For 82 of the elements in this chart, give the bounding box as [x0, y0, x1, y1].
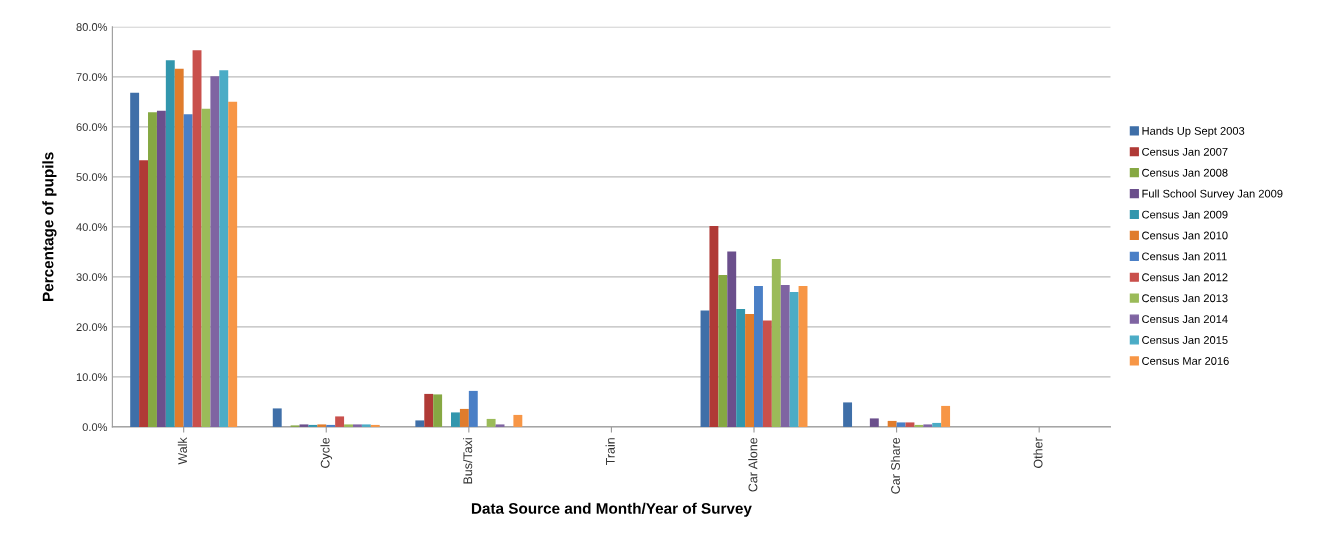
bar	[745, 313, 755, 427]
legend-label: Census Jan 2009	[1142, 210, 1228, 219]
legend-label: Census Mar 2016	[1142, 357, 1229, 365]
y-tick-label: 60.0%	[76, 123, 108, 131]
bar	[183, 114, 193, 427]
legend-label: Census Jan 2007	[1142, 147, 1228, 156]
bar	[192, 50, 202, 427]
x-axis-title: Data Source and Month/Year of Survey	[471, 502, 752, 517]
y-tick-label: 10.0%	[76, 373, 108, 382]
bar	[219, 70, 229, 427]
bar	[352, 424, 362, 427]
bar	[326, 424, 336, 427]
x-tick-label: Bus/Taxi	[463, 438, 473, 484]
bar	[709, 225, 719, 427]
y-tick-label: 20.0%	[76, 323, 108, 332]
y-tick-label: 70.0%	[76, 73, 108, 81]
bar	[869, 418, 879, 427]
bar	[941, 405, 951, 427]
y-axis-title: Percentage of pupils	[42, 152, 57, 301]
bar	[762, 320, 772, 427]
y-tick-label: 0.0%	[82, 423, 108, 432]
bar	[174, 68, 184, 427]
bar	[932, 422, 942, 427]
bar	[727, 251, 737, 427]
bar	[308, 424, 318, 427]
legend-label: Census Jan 2010	[1142, 231, 1228, 240]
legend-label: Census Jan 2008	[1142, 168, 1228, 177]
bar	[718, 274, 728, 427]
bar	[789, 291, 799, 427]
bar	[228, 101, 238, 427]
legend-label: Census Jan 2013	[1142, 294, 1228, 303]
legend-label: Hands Up Sept 2003	[1142, 126, 1245, 138]
x-tick-label: Other	[1033, 437, 1043, 468]
legend-label: Census Jan 2012	[1142, 273, 1228, 282]
bar	[700, 310, 710, 427]
y-tick-label: 80.0%	[76, 23, 108, 31]
bar	[299, 424, 309, 427]
bar	[361, 424, 371, 427]
bar	[495, 424, 505, 427]
bar	[468, 390, 478, 427]
bar	[201, 108, 211, 427]
bar	[736, 308, 746, 427]
bar	[887, 420, 897, 427]
bar	[896, 422, 906, 427]
bar	[486, 418, 496, 427]
bar	[335, 416, 345, 427]
bar	[210, 76, 220, 427]
bar	[156, 110, 166, 427]
bar	[905, 422, 915, 427]
legend-label: Census Jan 2015	[1142, 336, 1228, 344]
bar	[914, 424, 924, 427]
bar	[139, 160, 149, 427]
bar	[771, 258, 781, 427]
legend-label: Census Jan 2011	[1142, 252, 1227, 261]
bar	[513, 414, 523, 427]
y-tick-label: 30.0%	[76, 273, 108, 282]
bar	[798, 285, 808, 427]
x-tick-label: Cycle	[320, 437, 333, 468]
y-tick-label: 40.0%	[76, 223, 108, 232]
x-tick-label: Train	[605, 438, 615, 466]
bar	[370, 424, 380, 427]
bar	[130, 92, 140, 427]
bar	[424, 393, 434, 427]
x-tick-label: Walk	[177, 437, 188, 465]
bar	[415, 420, 425, 427]
y-tick-label: 50.0%	[76, 173, 108, 182]
bar	[433, 394, 443, 427]
bar	[451, 412, 460, 427]
bar	[780, 284, 790, 427]
bar	[459, 408, 469, 427]
bar	[923, 424, 933, 427]
bar	[272, 408, 282, 427]
bar	[148, 112, 157, 427]
x-tick-label: Car Alone	[748, 437, 758, 492]
bar	[754, 285, 763, 427]
legend-label: Full School Survey Jan 2009	[1142, 189, 1283, 200]
x-tick-label: Car Share	[890, 437, 900, 494]
bar	[843, 402, 853, 427]
bar	[317, 424, 327, 427]
bar	[165, 60, 175, 427]
legend-label: Census Jan 2014	[1142, 315, 1228, 324]
bar	[344, 424, 353, 427]
